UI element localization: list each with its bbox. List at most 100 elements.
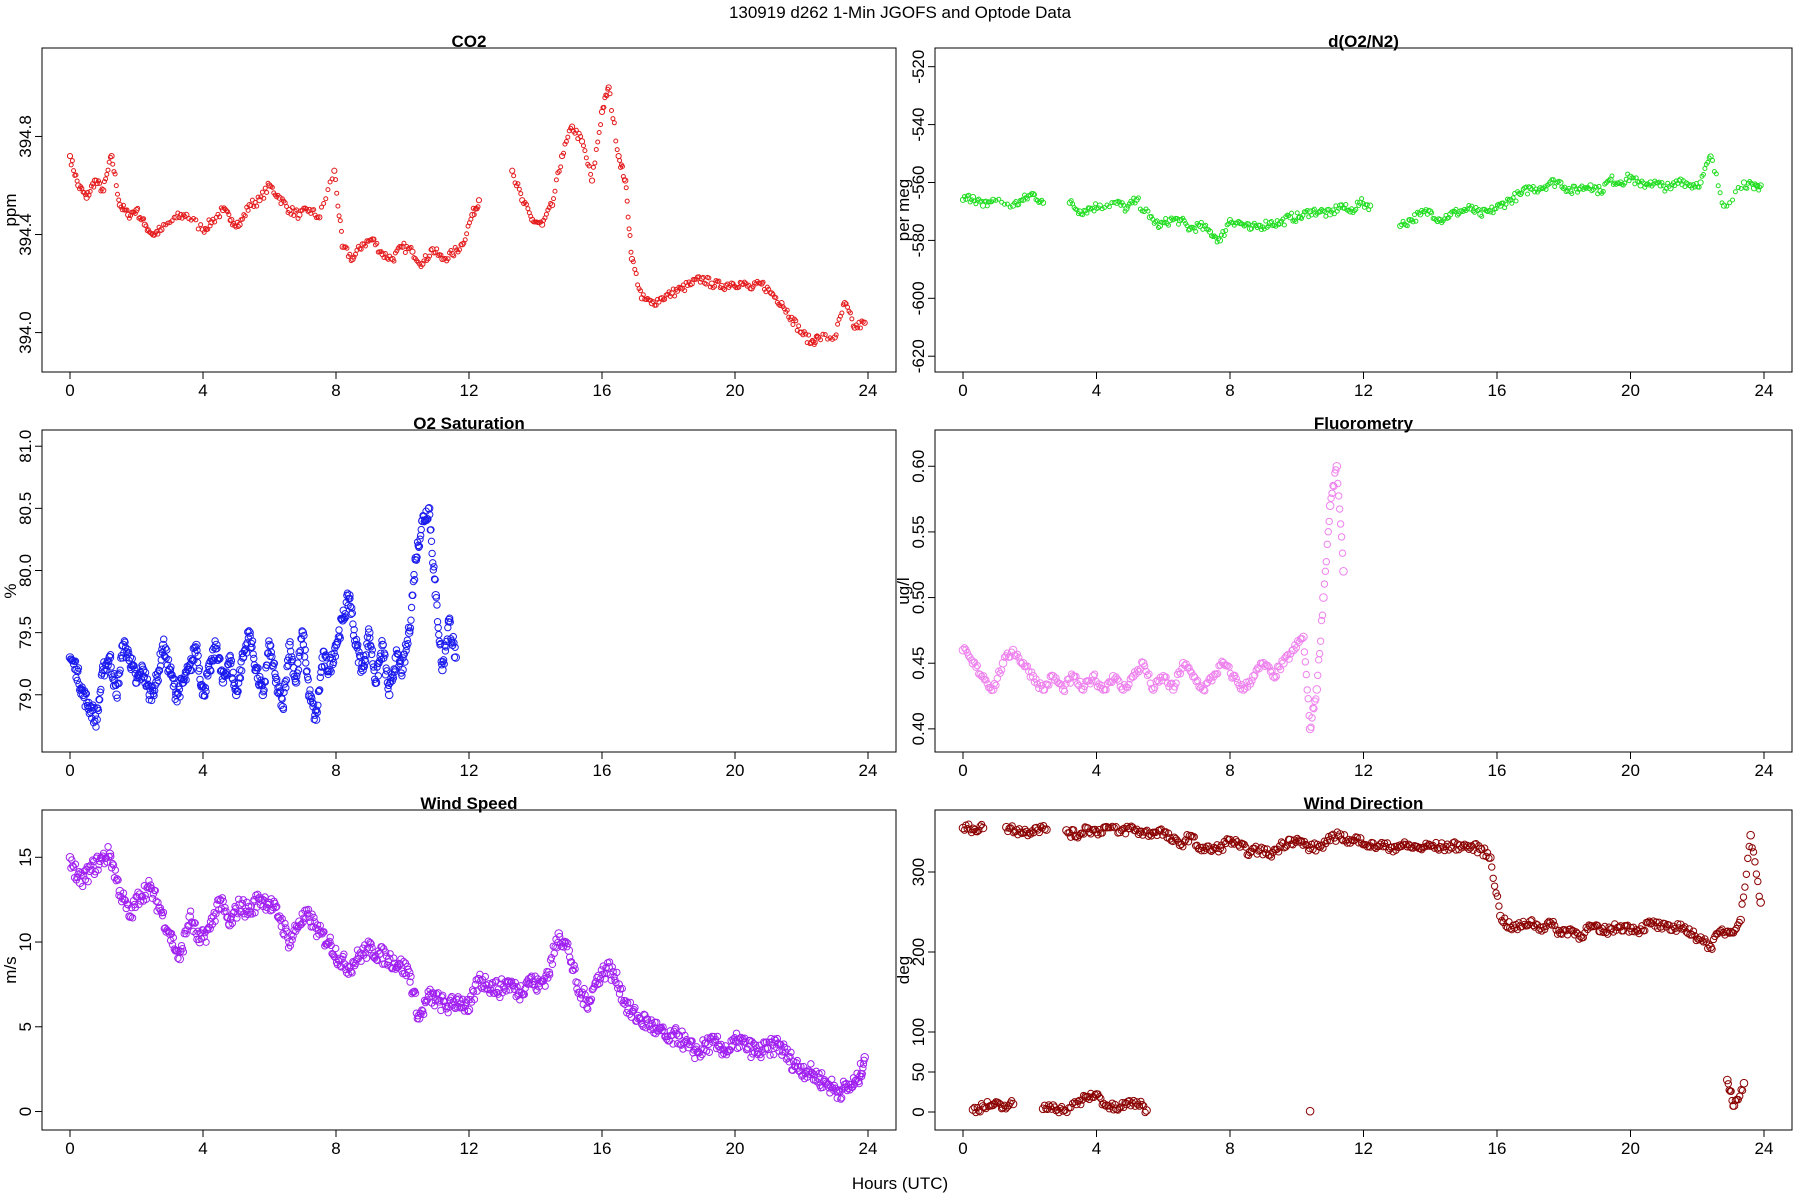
data-point [1546,181,1552,187]
data-point [793,1056,801,1065]
data-point [71,860,80,868]
data-point [371,236,377,242]
data-point [1312,685,1322,694]
data-point [350,626,358,634]
data-point [1748,844,1756,852]
data-point [1567,188,1574,195]
panel-title: Fluorometry [1314,414,1414,433]
x-tick-label: 0 [958,381,967,400]
data-point [182,676,190,684]
data-point [386,950,394,958]
data-point [735,1043,743,1051]
data-point [1412,212,1418,218]
data-point [1302,670,1310,679]
data-point [687,282,693,288]
data-point [1219,846,1227,854]
data-point [1500,200,1506,206]
data-point [91,184,97,190]
data-point [1304,695,1312,703]
data-point [352,635,361,644]
data-point [1685,925,1693,933]
data-point [1337,533,1346,541]
data-point [1016,202,1022,208]
data-point [811,1076,820,1084]
data-point [773,1034,782,1043]
data-point [106,159,112,165]
data-point [384,690,394,700]
data-point [670,286,676,292]
data-point [533,987,541,995]
data-point [104,843,112,851]
data-point [339,606,347,614]
data-point [442,255,448,261]
data-point [580,143,586,149]
data-point [1285,655,1293,663]
data-point [145,227,151,233]
data-point [325,665,334,675]
data-point [552,188,558,194]
data-point [515,181,521,187]
x-tick-label: 12 [460,761,479,780]
x-tick-label: 8 [1225,761,1234,780]
data-point [337,218,343,224]
data-point [1320,580,1329,588]
data-point [662,296,668,302]
y-tick-label: 15 [16,848,35,867]
data-point [692,1043,701,1051]
data-point [1332,461,1342,471]
data-point [1497,202,1504,209]
data-point [410,576,419,584]
data-point [379,640,387,649]
data-point [276,687,285,695]
data-point [1573,929,1582,938]
data-point [742,1046,751,1054]
data-point [1739,1078,1749,1088]
data-point [248,637,257,645]
data-point [202,225,208,231]
data-point [73,172,79,178]
y-tick-label: -580 [909,223,928,257]
data-point [1717,190,1723,196]
data-point [462,237,468,243]
data-point [1303,841,1311,849]
data-point [421,258,427,264]
x-tick-label: 12 [1354,1139,1373,1158]
data-point [124,645,132,654]
data-point [96,688,104,696]
data-point [1552,926,1560,934]
data-point [331,652,340,661]
y-tick-label: 81.0 [16,430,35,463]
data-point [340,950,348,958]
x-tick-label: 0 [958,761,967,780]
data-point [383,961,392,969]
data-point [570,961,578,970]
data-point [381,651,389,659]
data-point [593,973,601,982]
data-point [1106,204,1112,210]
data-point [190,656,198,664]
data-point [1632,181,1638,187]
data-point [418,1006,426,1014]
data-point [1496,201,1502,207]
data-point [982,676,990,684]
data-point [1550,177,1556,183]
data-point [653,1018,661,1027]
data-point [193,217,199,223]
data-point [784,307,790,313]
data-point [358,246,364,252]
plot-frame [41,47,897,373]
x-tick-label: 8 [331,381,340,400]
data-point [429,566,438,574]
data-point [717,1040,725,1049]
data-point [1345,835,1353,844]
data-point [416,535,424,543]
series-1 [959,153,1764,245]
data-point [103,176,109,182]
data-point [609,968,617,976]
data-point [1173,836,1181,844]
data-point [380,654,388,662]
data-point [1628,927,1636,936]
data-point [74,178,80,184]
data-point [250,896,258,904]
data-point [427,253,433,259]
